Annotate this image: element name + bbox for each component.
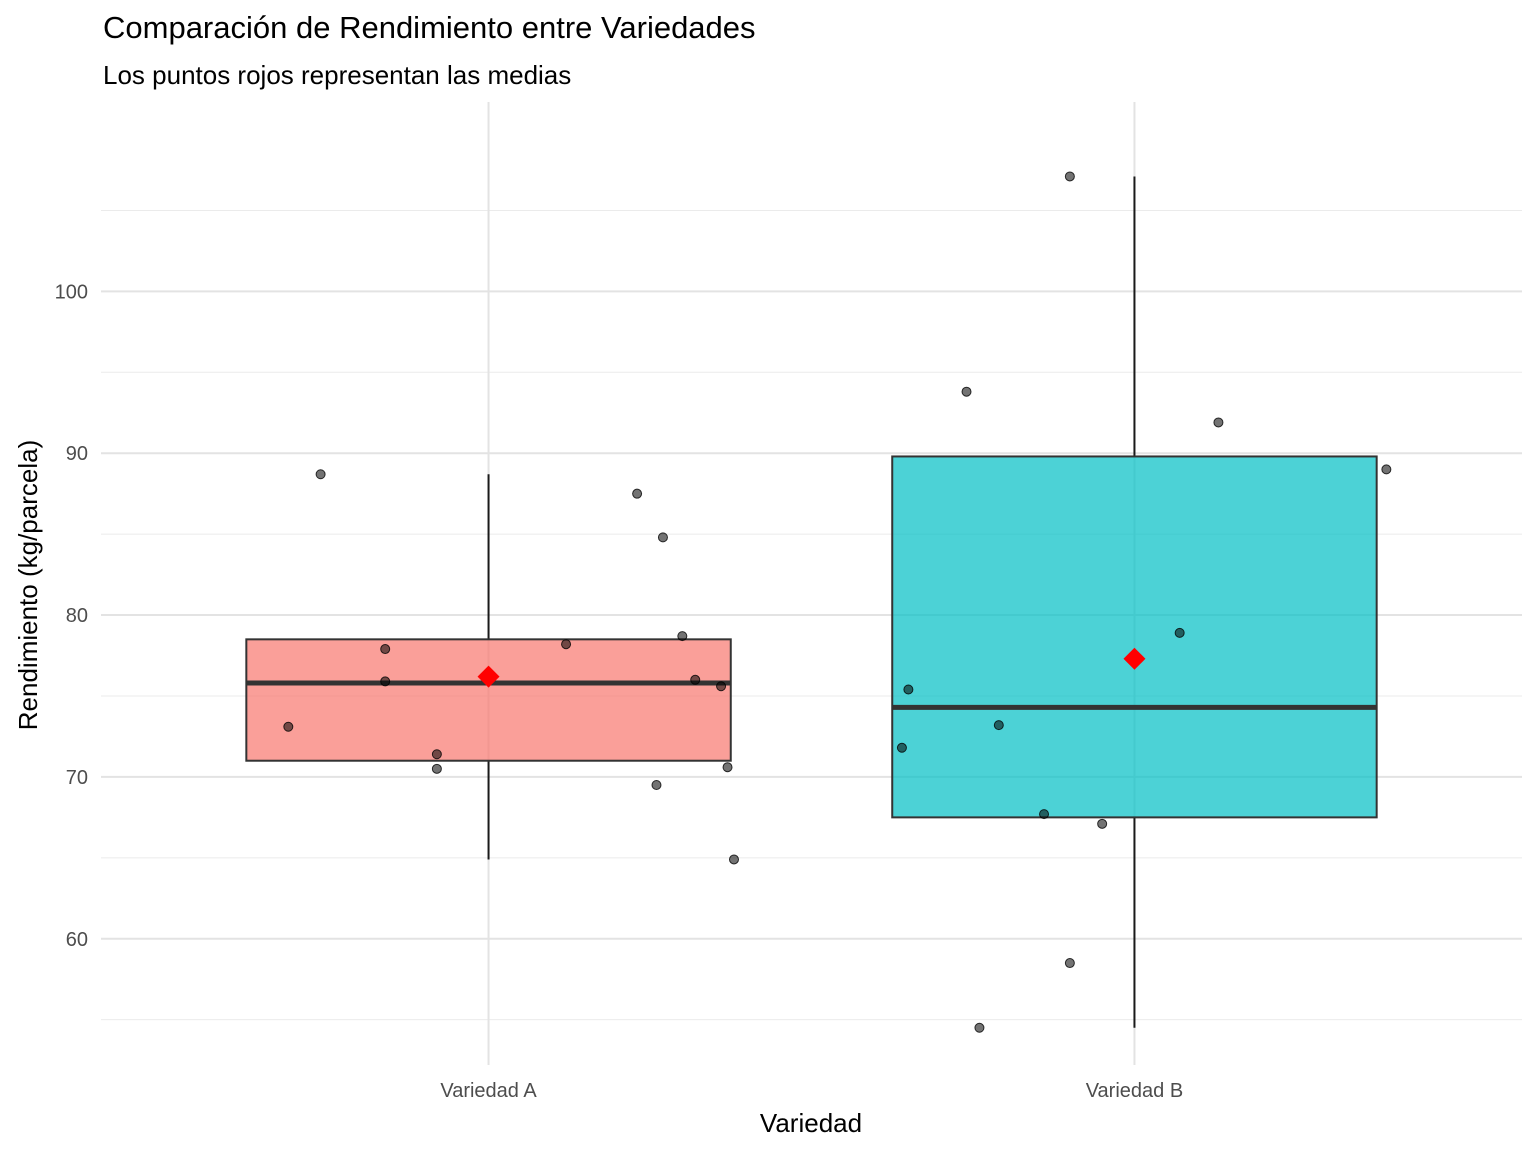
data-point xyxy=(1174,627,1185,638)
chart-subtitle: Los puntos rojos representan las medias xyxy=(103,60,572,90)
data-point xyxy=(1381,464,1392,475)
x-tick-label: Variedad B xyxy=(1086,1080,1183,1102)
data-point xyxy=(722,762,733,773)
y-axis-label: Rendimiento (kg/parcela) xyxy=(13,440,43,730)
data-point xyxy=(657,532,668,543)
x-tick-label: Variedad A xyxy=(440,1080,537,1102)
data-point xyxy=(903,684,914,695)
data-points xyxy=(283,171,1392,1033)
y-tick-label: 90 xyxy=(66,443,88,465)
y-tick-label: 80 xyxy=(66,605,88,627)
data-point xyxy=(380,644,391,655)
data-point xyxy=(431,763,442,774)
data-point xyxy=(283,721,294,732)
data-point xyxy=(896,742,907,753)
mean-marker xyxy=(477,665,500,688)
iqr-box xyxy=(245,638,732,762)
data-point xyxy=(1064,171,1075,182)
axis-ticks: 60 70 80 90 100 Variedad A Variedad B xyxy=(55,281,1184,1102)
mean-markers xyxy=(477,647,1146,688)
data-point xyxy=(961,386,972,397)
y-tick-label: 60 xyxy=(66,929,88,951)
data-point xyxy=(716,681,727,692)
data-point xyxy=(380,676,391,687)
data-point xyxy=(677,631,688,642)
data-point xyxy=(1039,809,1050,820)
chart-title: Comparación de Rendimiento entre Varieda… xyxy=(103,10,756,45)
data-point xyxy=(728,854,739,865)
data-point xyxy=(974,1022,985,1033)
data-point xyxy=(993,720,1004,731)
x-axis-label: Variedad xyxy=(760,1108,862,1138)
box-layer xyxy=(245,176,1378,1028)
data-point xyxy=(632,488,643,499)
data-point xyxy=(1097,818,1108,829)
y-tick-label: 100 xyxy=(55,281,88,303)
data-point xyxy=(431,749,442,760)
data-point xyxy=(1213,417,1224,428)
mean-marker xyxy=(1123,647,1146,670)
data-point xyxy=(651,780,662,791)
y-tick-label: 70 xyxy=(66,767,88,789)
data-point xyxy=(315,469,326,480)
data-point xyxy=(561,639,572,650)
iqr-box xyxy=(891,455,1378,819)
data-point xyxy=(690,674,701,685)
data-point xyxy=(1064,958,1075,969)
